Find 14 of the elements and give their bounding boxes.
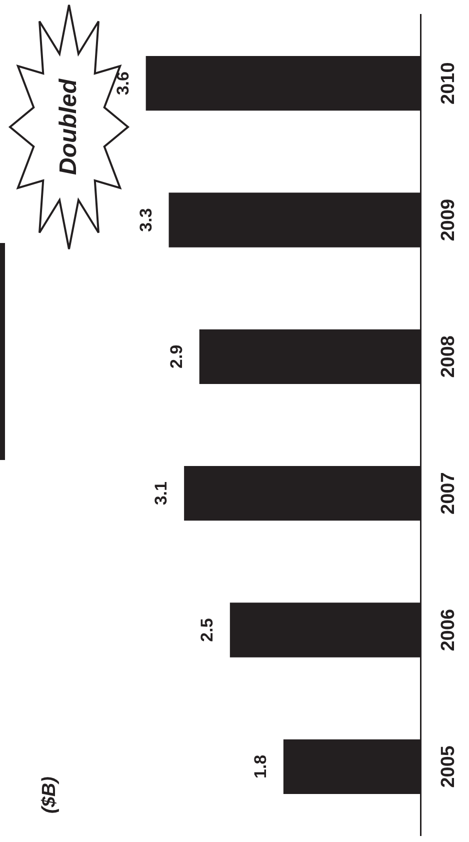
y-tick-label: 2007: [438, 472, 460, 514]
text: Doubled: [55, 79, 83, 175]
data-label: 1.8: [251, 754, 270, 778]
data-label: 3.1: [152, 482, 171, 506]
y-tick-label: 2010: [438, 62, 460, 104]
y-tick-label: 2008: [438, 336, 460, 378]
data-label: 3.6: [114, 72, 133, 96]
data-label: 2.5: [198, 618, 217, 642]
y-tick-label: 2006: [438, 608, 460, 652]
data-label: 2.9: [167, 344, 186, 368]
y-tick-label: 2009: [438, 198, 460, 242]
y-axis-title: ($B): [39, 776, 61, 814]
data-label: 3.3: [136, 208, 156, 232]
y-tick-label: 2005: [438, 745, 460, 788]
